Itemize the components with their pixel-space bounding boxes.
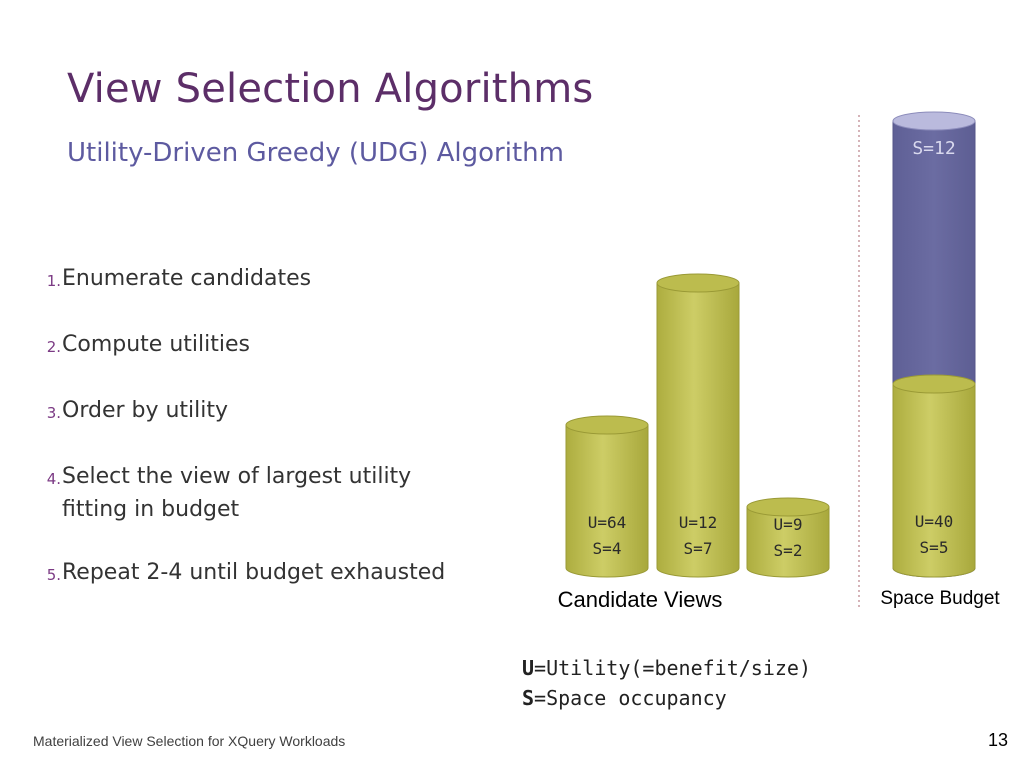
- step-item-1: 1. Enumerate candidates: [36, 262, 476, 298]
- legend-space-row: S=Space occupancy: [522, 683, 811, 713]
- selected-view-cylinder: U=40 S=5: [892, 374, 976, 578]
- step-text: Order by utility: [62, 398, 229, 423]
- legend: U=Utility(=benefit/size) S=Space occupan…: [522, 653, 811, 713]
- step-item-3: 3. Order by utility: [36, 394, 476, 430]
- step-text: Repeat 2-4 until budget exhausted: [62, 560, 446, 585]
- candidate-utility-label: U=64: [588, 513, 627, 532]
- step-text: Select the view of largest utility fitti…: [62, 464, 412, 522]
- selected-utility-label: U=40: [915, 512, 954, 531]
- budget-size-label: S=12: [912, 138, 955, 159]
- step-text: Compute utilities: [62, 332, 250, 357]
- page-number: 13: [987, 730, 1008, 750]
- algorithm-steps-list: 1. Enumerate candidates 2. Compute utili…: [36, 262, 476, 622]
- step-text: Enumerate candidates: [62, 266, 312, 291]
- step-number: 3.: [46, 404, 61, 422]
- space-budget-label: Space Budget: [880, 588, 1000, 609]
- candidate-view-cylinder: U=64 S=4: [565, 415, 649, 578]
- step-number: 2.: [46, 338, 61, 356]
- step-number: 5.: [46, 566, 61, 584]
- candidate-utility-label: U=9: [774, 515, 803, 534]
- selected-size-label: S=5: [920, 538, 949, 557]
- legend-s-text: =Space occupancy: [534, 686, 727, 710]
- legend-u-key: U: [522, 656, 535, 680]
- candidate-view-cylinder: U=9 S=2: [746, 497, 830, 578]
- legend-u-text: =Utility(=benefit/size): [534, 656, 811, 680]
- step-number: 4.: [46, 470, 61, 488]
- step-number: 1.: [46, 272, 61, 290]
- candidate-views-label: Candidate Views: [558, 587, 723, 612]
- candidate-size-label: S=2: [774, 541, 803, 560]
- slide-subtitle: Utility-Driven Greedy (UDG) Algorithm: [67, 138, 564, 168]
- slide-title: View Selection Algorithms: [67, 66, 594, 112]
- candidate-size-label: S=4: [593, 539, 622, 558]
- step-item-4: 4. Select the view of largest utility fi…: [36, 460, 476, 526]
- step-item-2: 2. Compute utilities: [36, 328, 476, 364]
- legend-s-key: S: [522, 686, 535, 710]
- candidate-utility-label: U=12: [679, 513, 718, 532]
- step-item-5: 5. Repeat 2-4 until budget exhausted: [36, 556, 476, 592]
- slide-footer: Materialized View Selection for XQuery W…: [33, 733, 346, 749]
- legend-utility-row: U=Utility(=benefit/size): [522, 653, 811, 683]
- candidate-view-cylinder: U=12 S=7: [656, 273, 740, 578]
- candidate-size-label: S=7: [684, 539, 713, 558]
